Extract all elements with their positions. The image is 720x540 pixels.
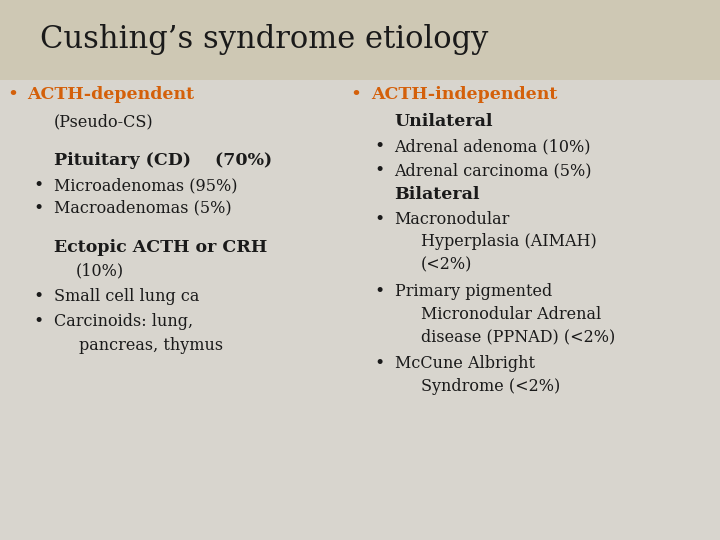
Text: Primary pigmented: Primary pigmented [395, 283, 552, 300]
Text: (10%): (10%) [76, 262, 124, 279]
Text: •: • [34, 200, 44, 217]
Text: Syndrome (<2%): Syndrome (<2%) [421, 378, 560, 395]
FancyBboxPatch shape [0, 0, 720, 80]
Text: (<2%): (<2%) [421, 256, 472, 273]
Text: pancreas, thymus: pancreas, thymus [79, 337, 223, 354]
Text: Carcinoids: lung,: Carcinoids: lung, [54, 313, 193, 330]
Text: Small cell lung ca: Small cell lung ca [54, 288, 199, 305]
Text: Hyperplasia (AIMAH): Hyperplasia (AIMAH) [421, 233, 597, 250]
Text: disease (PPNAD) (<2%): disease (PPNAD) (<2%) [421, 328, 616, 345]
Text: •: • [34, 313, 44, 330]
Text: Pituitary (CD)    (70%): Pituitary (CD) (70%) [54, 152, 272, 169]
Text: Adrenal adenoma (10%): Adrenal adenoma (10%) [395, 138, 591, 155]
Text: Microadenomas (95%): Microadenomas (95%) [54, 177, 238, 194]
Text: Bilateral: Bilateral [395, 186, 480, 203]
Text: ACTH-independent: ACTH-independent [371, 86, 557, 103]
Text: Ectopic ACTH or CRH: Ectopic ACTH or CRH [54, 239, 267, 255]
Text: Cushing’s syndrome etiology: Cushing’s syndrome etiology [40, 24, 488, 56]
Text: •: • [374, 355, 384, 372]
Text: •: • [374, 138, 384, 155]
Text: •: • [34, 288, 44, 305]
Text: •: • [7, 86, 18, 104]
Text: Micronodular Adrenal: Micronodular Adrenal [421, 306, 601, 322]
Text: (Pseudo-CS): (Pseudo-CS) [54, 113, 153, 130]
Text: Unilateral: Unilateral [395, 113, 493, 130]
Text: •: • [351, 86, 361, 104]
Text: Adrenal carcinoma (5%): Adrenal carcinoma (5%) [395, 162, 592, 179]
Text: Macroadenomas (5%): Macroadenomas (5%) [54, 200, 232, 217]
Text: •: • [374, 162, 384, 179]
Text: •: • [374, 283, 384, 300]
Text: •: • [34, 177, 44, 194]
Text: Macronodular: Macronodular [395, 211, 510, 227]
Text: •: • [374, 211, 384, 227]
Text: McCune Albright: McCune Albright [395, 355, 534, 372]
Text: ACTH-dependent: ACTH-dependent [27, 86, 194, 103]
